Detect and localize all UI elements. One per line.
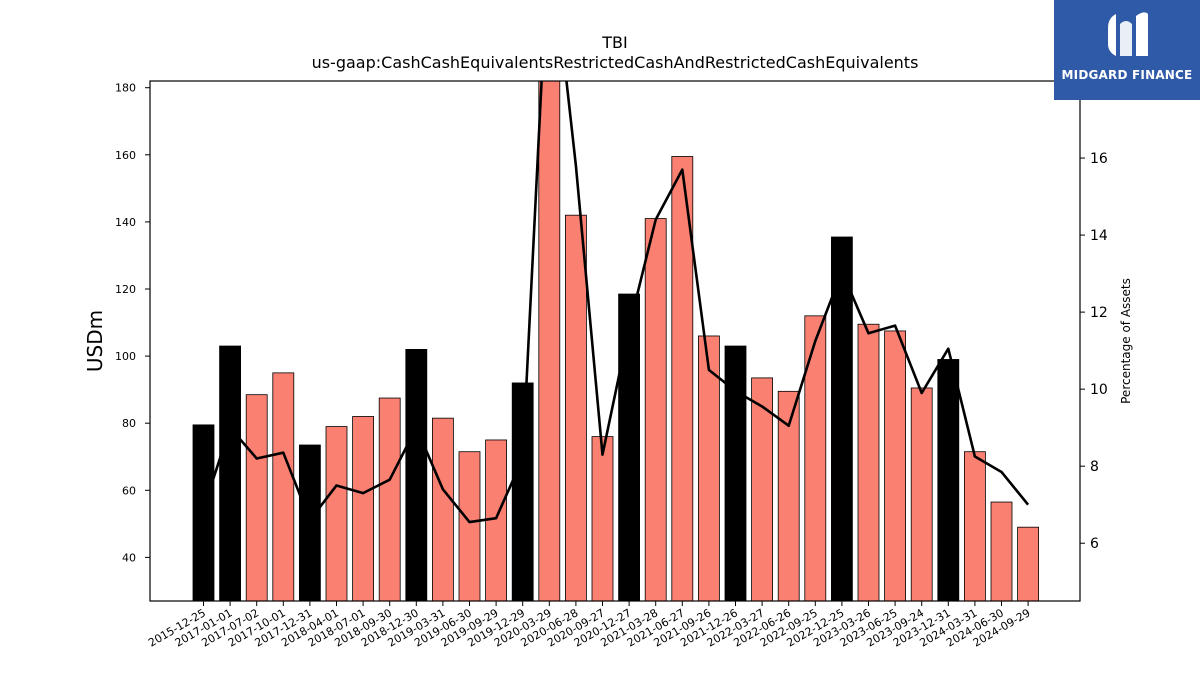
bar-2021-03-28 (644, 218, 667, 601)
y-tick-label-140: 140 (115, 216, 136, 229)
bar-2020-03-29 (538, 81, 561, 601)
bar-2017-01-01 (219, 345, 242, 601)
y-tick-label-180: 180 (115, 82, 136, 95)
bar-2019-06-30 (458, 451, 481, 601)
bar-2022-03-27 (751, 377, 773, 601)
y-tick-label-60: 60 (122, 484, 136, 497)
bar-2017-07-02 (245, 394, 268, 601)
brand-logo: MIDGARD FINANCE (1054, 0, 1200, 100)
line-group (202, 81, 1030, 524)
y2-axis-label: Percentage of Assets (1119, 278, 1133, 404)
bar-2020-12-27 (618, 293, 640, 601)
bar-2022-06-26 (777, 390, 800, 601)
bar-2017-10-01 (272, 372, 295, 601)
y2-tick-label-6: 6 (1090, 536, 1099, 552)
bar-2024-06-30 (990, 501, 1013, 601)
y-tick-label-40: 40 (122, 551, 136, 564)
bar-2018-07-01 (352, 416, 375, 601)
y-tick-label-100: 100 (115, 350, 136, 363)
chart-subtitle: us-gaap:CashCashEquivalentsRestrictedCas… (312, 53, 919, 72)
axes-group: 40608010012014016018068101214162015-12-2… (115, 80, 1108, 650)
bar-2024-09-29 (1017, 526, 1039, 601)
bar-2023-06-25 (884, 330, 906, 601)
bar-2022-12-25 (831, 236, 853, 601)
plot-frame (149, 80, 1081, 602)
bar-2022-09-25 (804, 315, 827, 601)
bar-2018-12-30 (405, 348, 428, 601)
bar-2021-12-26 (724, 345, 747, 601)
y2-tick-label-10: 10 (1090, 382, 1108, 398)
logo-mark-icon (1108, 12, 1148, 56)
bar-2019-12-29 (511, 382, 534, 601)
bar-2021-09-26 (698, 335, 720, 601)
y-tick-label-160: 160 (115, 149, 136, 162)
bar-2024-03-31 (964, 451, 986, 601)
percentage-line (202, 81, 1030, 524)
chart-title: TBI (601, 33, 627, 52)
y-tick-label-80: 80 (122, 417, 136, 430)
bar-2015-12-25 (192, 424, 215, 601)
y-tick-label-120: 120 (115, 283, 136, 296)
bar-2023-09-24 (910, 387, 933, 601)
bar-2020-06-28 (565, 214, 587, 601)
bar-2018-04-01 (325, 426, 348, 601)
bar-2023-03-26 (857, 323, 880, 601)
bar-2018-09-30 (378, 397, 401, 601)
bars-group (192, 81, 1039, 601)
logo-text: MIDGARD FINANCE (1061, 68, 1193, 82)
bar-2017-12-31 (298, 444, 321, 601)
y2-tick-label-12: 12 (1090, 305, 1108, 321)
bar-2020-09-27 (591, 436, 614, 601)
y2-tick-label-14: 14 (1090, 228, 1108, 244)
bar-2019-03-31 (431, 417, 454, 601)
y-axis-label: USDm (83, 310, 107, 372)
bar-2023-12-31 (937, 359, 960, 601)
y2-tick-label-16: 16 (1090, 151, 1108, 167)
y2-tick-label-8: 8 (1090, 459, 1099, 475)
